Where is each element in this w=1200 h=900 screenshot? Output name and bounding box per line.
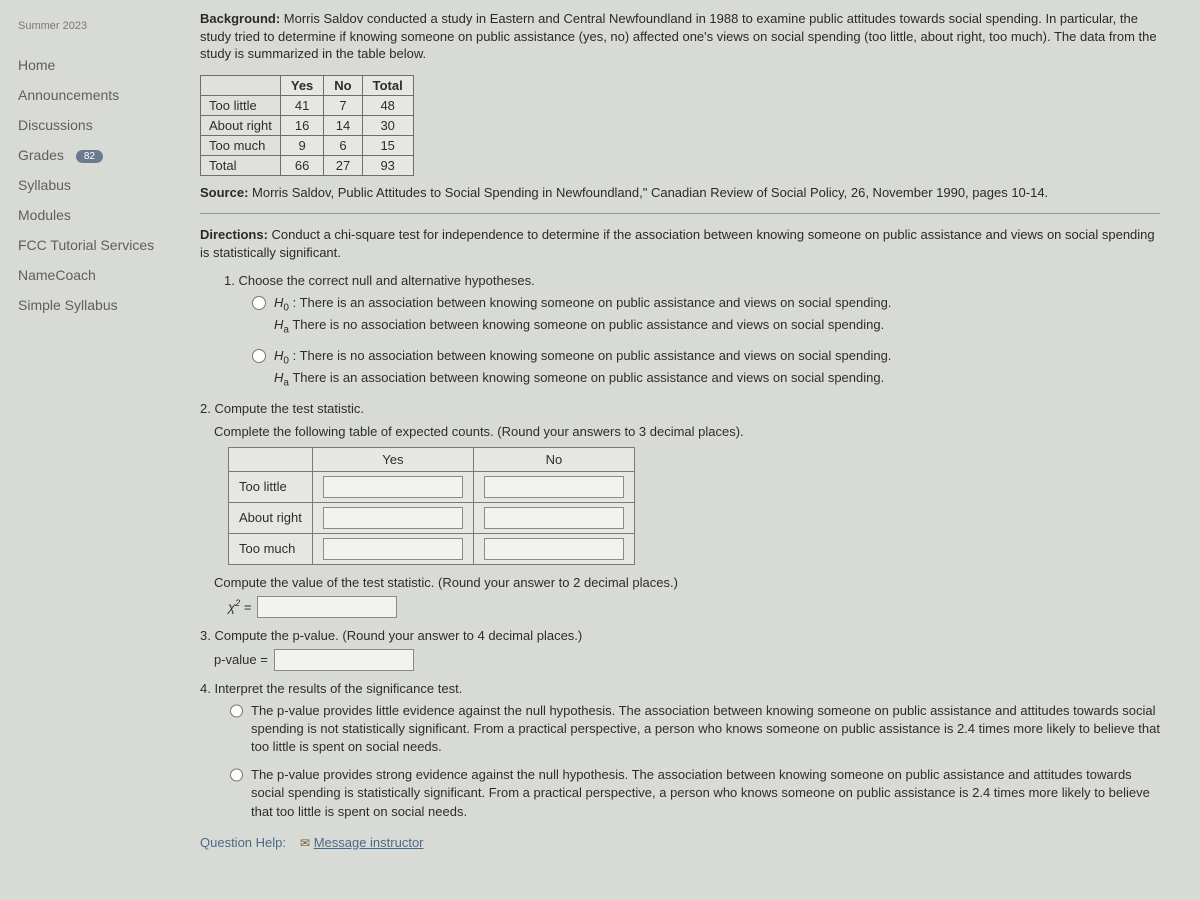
source-section: Source: Morris Saldov, Public Attitudes … xyxy=(200,184,1160,202)
q4-prompt: 4. Interpret the results of the signific… xyxy=(200,681,1160,696)
q1-radio-b[interactable] xyxy=(252,349,266,363)
q1-radio-a[interactable] xyxy=(252,296,266,310)
q3-prompt: 3. Compute the p-value. (Round your answ… xyxy=(200,628,1160,643)
q1-option-b[interactable]: H0 : There is no association between kno… xyxy=(252,347,1160,390)
expected-aboutright-no[interactable] xyxy=(484,507,624,529)
expected-toomuch-yes[interactable] xyxy=(323,538,463,560)
q2-prompt: 2. Compute the test statistic. xyxy=(200,401,1160,416)
question-4: 4. Interpret the results of the signific… xyxy=(200,681,1160,821)
source-label: Source: xyxy=(200,185,248,200)
sidebar-item-home[interactable]: Home xyxy=(18,50,190,80)
chi-square-input[interactable] xyxy=(257,596,397,618)
expected-aboutright-yes[interactable] xyxy=(323,507,463,529)
data-table: Yes No Total Too little 41 7 48 About ri… xyxy=(200,75,414,176)
sidebar-item-modules[interactable]: Modules xyxy=(18,200,190,230)
message-instructor-link[interactable]: Message instructor xyxy=(314,835,424,850)
grades-badge: 82 xyxy=(76,150,103,163)
course-sidebar: Summer 2023 Home Announcements Discussio… xyxy=(0,0,190,900)
question-2: 2. Compute the test statistic. Complete … xyxy=(200,401,1160,618)
directions-section: Directions: Conduct a chi-square test fo… xyxy=(200,226,1160,261)
directions-body: Conduct a chi-square test for independen… xyxy=(200,227,1155,260)
background-section: Background: Morris Saldov conducted a st… xyxy=(200,10,1160,63)
expected-toolittle-no[interactable] xyxy=(484,476,624,498)
question-3: 3. Compute the p-value. (Round your answ… xyxy=(200,628,1160,671)
q1-option-a[interactable]: H0 : There is an association between kno… xyxy=(252,294,1160,337)
question-footer: Question Help: ✉ Message instructor xyxy=(200,835,1160,850)
sidebar-item-namecoach[interactable]: NameCoach xyxy=(18,260,190,290)
sidebar-item-grades[interactable]: Grades 82 xyxy=(18,140,190,170)
sidebar-item-announcements[interactable]: Announcements xyxy=(18,80,190,110)
expected-toomuch-no[interactable] xyxy=(484,538,624,560)
pvalue-label: p-value = xyxy=(214,652,268,667)
background-label: Background: xyxy=(200,11,280,26)
q4-radio-a[interactable] xyxy=(230,704,243,718)
q2-stat-prompt: Compute the value of the test statistic.… xyxy=(214,575,1160,590)
directions-label: Directions: xyxy=(200,227,268,242)
sidebar-item-simple-syllabus[interactable]: Simple Syllabus xyxy=(18,290,190,320)
question-1: 1. Choose the correct null and alternati… xyxy=(224,273,1160,390)
pvalue-input[interactable] xyxy=(274,649,414,671)
background-body: Morris Saldov conducted a study in Easte… xyxy=(200,11,1157,61)
expected-toolittle-yes[interactable] xyxy=(323,476,463,498)
question-content: Background: Morris Saldov conducted a st… xyxy=(190,0,1200,900)
divider xyxy=(200,213,1160,214)
source-body: Morris Saldov, Public Attitudes to Socia… xyxy=(252,185,1048,200)
sidebar-item-discussions[interactable]: Discussions xyxy=(18,110,190,140)
sidebar-item-syllabus[interactable]: Syllabus xyxy=(18,170,190,200)
term-label: Summer 2023 xyxy=(18,20,190,32)
chi-square-label: χ2 = xyxy=(228,598,251,614)
question-help-label: Question Help: xyxy=(200,835,286,850)
q4-radio-b[interactable] xyxy=(230,768,243,782)
q4-option-a[interactable]: The p-value provides little evidence aga… xyxy=(230,702,1160,757)
expected-counts-table: Yes No Too little About right Too much xyxy=(228,447,635,565)
q4-option-b[interactable]: The p-value provides strong evidence aga… xyxy=(230,766,1160,821)
sidebar-item-fcc-tutorial[interactable]: FCC Tutorial Services xyxy=(18,230,190,260)
q2-expected-prompt: Complete the following table of expected… xyxy=(214,424,1160,439)
mail-icon: ✉ xyxy=(300,836,310,850)
q1-prompt: 1. Choose the correct null and alternati… xyxy=(224,273,1160,288)
